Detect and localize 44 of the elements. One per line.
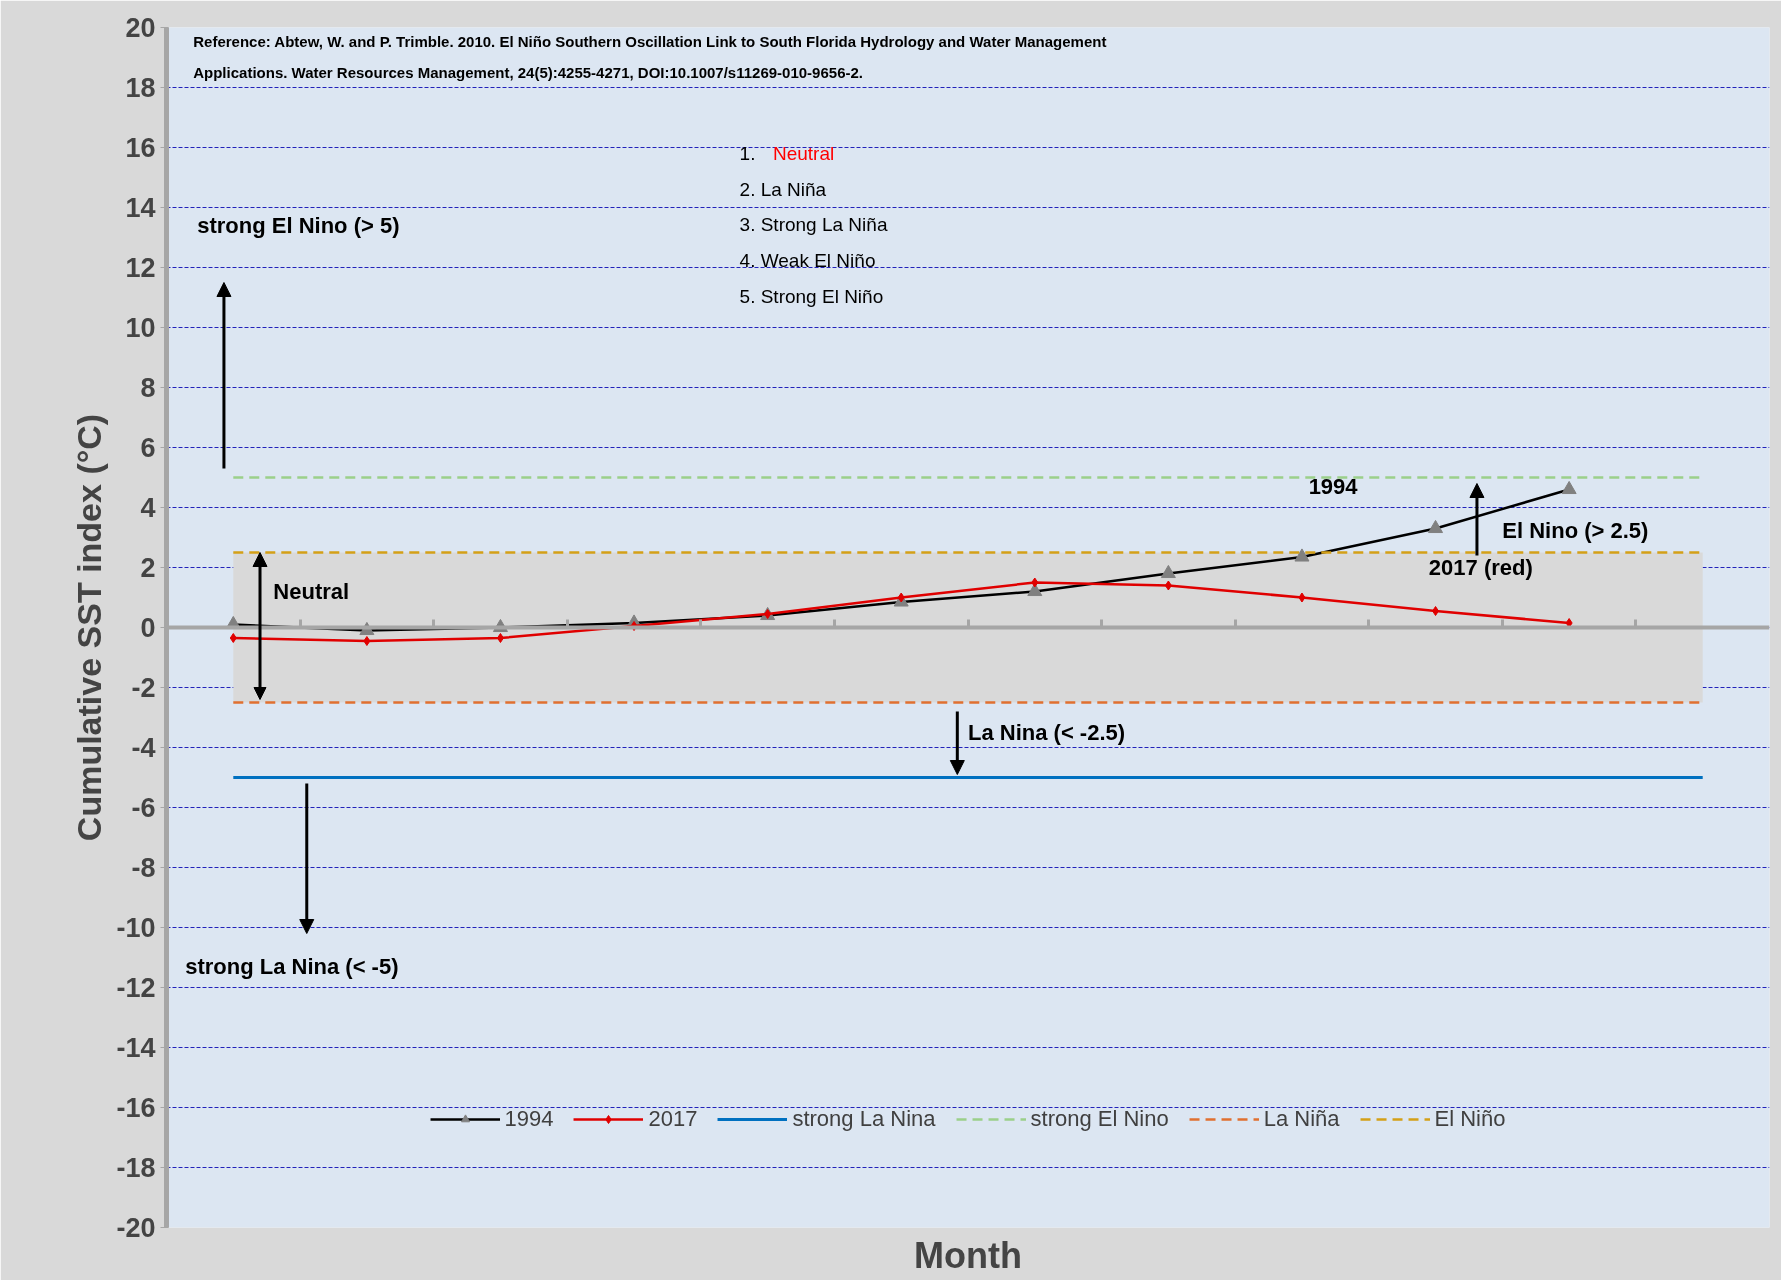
annotation: Neutral <box>273 579 350 604</box>
y-tick-label: 10 <box>125 313 156 343</box>
legend-label: 1994 <box>504 1106 554 1132</box>
annotation: 4. Weak El Niño <box>739 249 876 271</box>
y-tick-label: -18 <box>116 1153 156 1183</box>
legend-label: strong La Nina <box>792 1106 936 1132</box>
y-tick-label: 6 <box>140 433 156 463</box>
annotation: 2. La Niña <box>739 179 827 200</box>
annotation: El Nino (> 2.5) <box>1502 517 1649 543</box>
legend-label: La Niña <box>1263 1106 1340 1132</box>
annotation: La Nina (< -2.5) <box>968 720 1126 745</box>
y-tick-label: -10 <box>116 913 156 943</box>
annotation: Reference: Abtew, W. and P. Trimble. 2010. El Niño Southern Oscillation Link to South Florida Hydrology and Water Management <box>193 32 1107 50</box>
y-tick-label: -4 <box>131 733 156 763</box>
y-tick-label: -20 <box>116 1213 156 1243</box>
annotation: strong La Nina (< -5) <box>185 954 399 979</box>
y-tick-label: 4 <box>140 493 156 523</box>
y-tick-label: -6 <box>131 793 156 823</box>
y-tick-label: 20 <box>125 13 156 43</box>
y-tick-label: 8 <box>140 373 156 403</box>
y-tick-label: 2 <box>140 553 156 583</box>
annotation: Neutral <box>772 143 835 164</box>
annotation: 1. <box>739 143 756 164</box>
x-axis-title: Month <box>914 1234 1022 1276</box>
y-tick-label: -2 <box>131 673 156 703</box>
annotation: Applications. Water Resources Management, 24(5):4255-4271, DOI:10.1007/s11269-010-9656-2. <box>193 64 863 81</box>
legend-label: El Niño <box>1434 1106 1506 1132</box>
annotation: 2017 (red) <box>1428 555 1533 580</box>
y-tick-label: 14 <box>125 193 156 223</box>
legend-label: strong El Nino <box>1030 1106 1169 1132</box>
y-tick-label: 12 <box>125 253 156 283</box>
y-tick-label: -12 <box>116 973 156 1003</box>
y-tick-label: 16 <box>125 133 156 163</box>
y-tick-label: -14 <box>116 1033 156 1063</box>
legend-label: 2017 <box>648 1106 698 1132</box>
y-tick-label: 18 <box>125 73 156 103</box>
y-axis-title: Cumulative SST index (°C) <box>70 413 109 842</box>
annotation: strong El Nino (> 5) <box>197 213 400 238</box>
annotation: 1994 <box>1308 474 1359 499</box>
y-tick-label: 0 <box>140 613 156 643</box>
y-tick-label: -16 <box>116 1093 156 1123</box>
y-tick-label: -8 <box>131 853 156 883</box>
annotation: 3. Strong La Niña <box>739 213 888 235</box>
annotation: 5. Strong El Niño <box>739 285 884 307</box>
